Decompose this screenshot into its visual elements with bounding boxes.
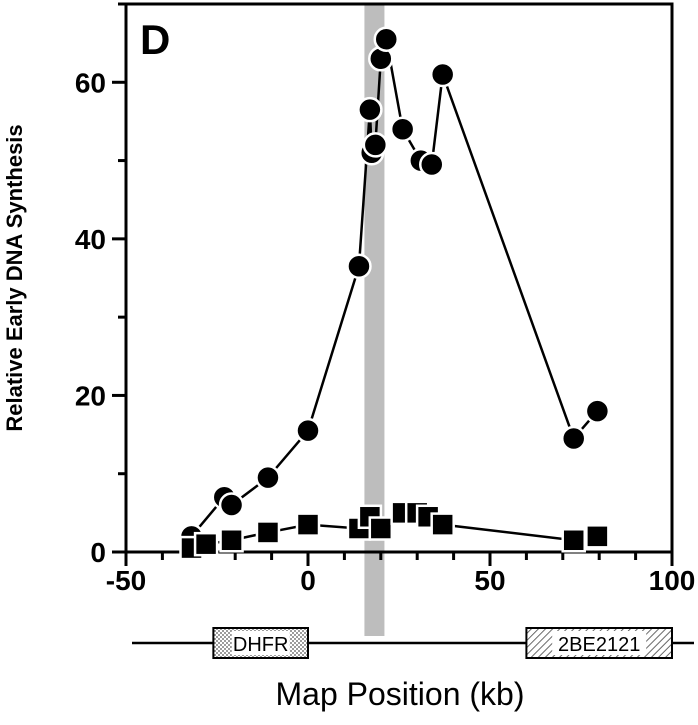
circle-point [584,398,611,424]
circle-point [362,132,389,158]
square-point [585,524,610,549]
x-tick-label: 100 [649,565,696,596]
circle-point [357,96,383,123]
circle-point [346,253,372,280]
circle-point [419,151,445,178]
panel-label: D [140,16,170,63]
square-point [295,512,321,537]
gene-label-bg [552,631,647,655]
x-tick-label: -50 [106,565,146,596]
gene-map: DHFR 2BE2121 [132,627,694,659]
square-point [561,528,586,553]
gene-label: 2BE2121 [558,634,640,656]
square-point [430,512,455,537]
gene-label: DHFR [233,634,289,656]
y-tick-label: 40 [75,224,106,255]
x-tick-label: 50 [474,565,505,596]
y-tick-label: 0 [90,537,106,568]
circle-point [389,116,416,143]
x-tick-label: 0 [300,565,316,596]
circle-point [429,61,456,88]
x-axis-label: Map Position (kb) [276,676,525,712]
circle-point [560,425,587,452]
square-point [368,516,394,541]
square-point [219,528,244,553]
circle-point [373,26,400,52]
y-tick-label: 60 [75,67,106,98]
y-tick-label: 20 [75,380,106,411]
square-point [255,520,281,545]
circle-point [218,492,245,518]
gene-label-bg [231,631,290,655]
square-point [193,531,219,557]
y-axis-label: Relative Early DNA Synthesis [2,124,27,431]
circle-point [255,464,281,491]
plot-frame [124,2,674,554]
series-layer [178,26,611,561]
series-line [190,38,599,538]
circle-point [295,417,321,444]
